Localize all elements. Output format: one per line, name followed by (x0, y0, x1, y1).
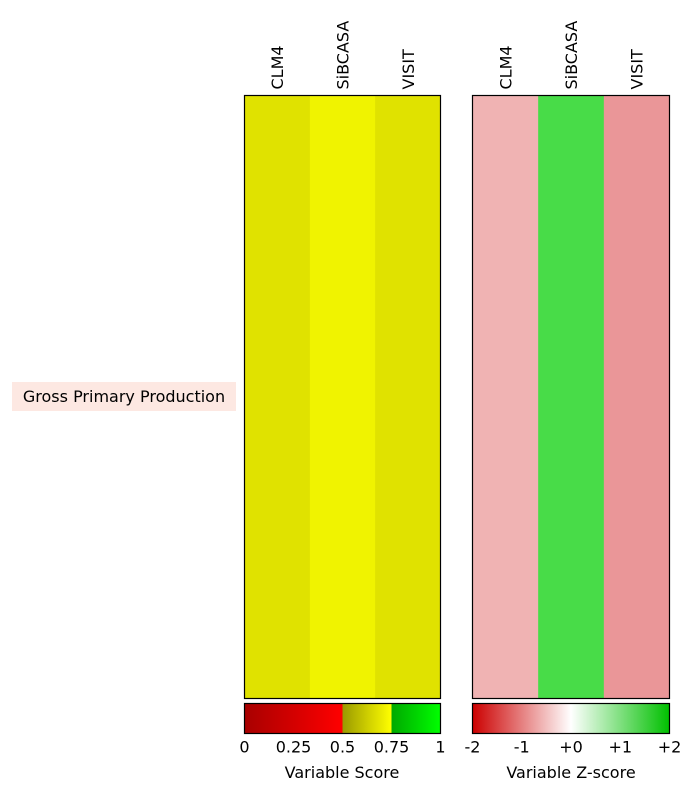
panel1-header-visit: VISIT (628, 49, 647, 90)
panel1-cell-sibcasa (538, 95, 605, 699)
panel1-cell-clm4 (472, 95, 539, 699)
panel0-cell-sibcasa (309, 95, 376, 699)
zscore-panel-frame (471, 94, 671, 700)
zscore-colorbar (471, 702, 671, 735)
panel0-colorbar-tick: 0.5 (330, 738, 355, 757)
score-colorbar-label: Variable Score (285, 763, 400, 782)
panel1-colorbar-tick: -2 (465, 738, 481, 757)
panel1-colorbar-tick: -1 (514, 738, 530, 757)
zscore-colorbar-label: Variable Z-score (506, 763, 635, 782)
score-colorbar (243, 702, 442, 735)
panel1-colorbar-tick: +0 (559, 738, 583, 757)
score-panel-frame (243, 94, 442, 700)
panel0-header-clm4: CLM4 (268, 45, 287, 89)
panel1-cell-visit (603, 95, 670, 699)
panel0-header-sibcasa: SiBCASA (334, 21, 353, 90)
panel0-colorbar-tick: 0.75 (374, 738, 410, 757)
panel0-colorbar-tick: 0.25 (276, 738, 312, 757)
row-label-background (12, 382, 236, 411)
panel0-colorbar-tick: 1 (435, 738, 445, 757)
row-label-gross-primary-production: Gross Primary Production (23, 387, 225, 406)
panel1-header-clm4: CLM4 (496, 45, 515, 89)
panel0-cell-visit (375, 95, 441, 699)
panel1-colorbar-tick: +2 (658, 738, 682, 757)
panel1-header-sibcasa: SiBCASA (562, 21, 581, 90)
panel0-header-visit: VISIT (399, 49, 418, 90)
zscore-panel: CLM4 SiBCASA VISIT -2 -1 +0 +1 +2 Variable Z-s… (465, 21, 682, 782)
panel1-colorbar-tick: +1 (608, 738, 632, 757)
panel0-cell-clm4 (244, 95, 311, 699)
panel0-colorbar-tick: 0 (239, 738, 249, 757)
score-panel: CLM4 SiBCASA VISIT 0 0.25 0.5 0.75 1 Variable … (239, 21, 445, 782)
